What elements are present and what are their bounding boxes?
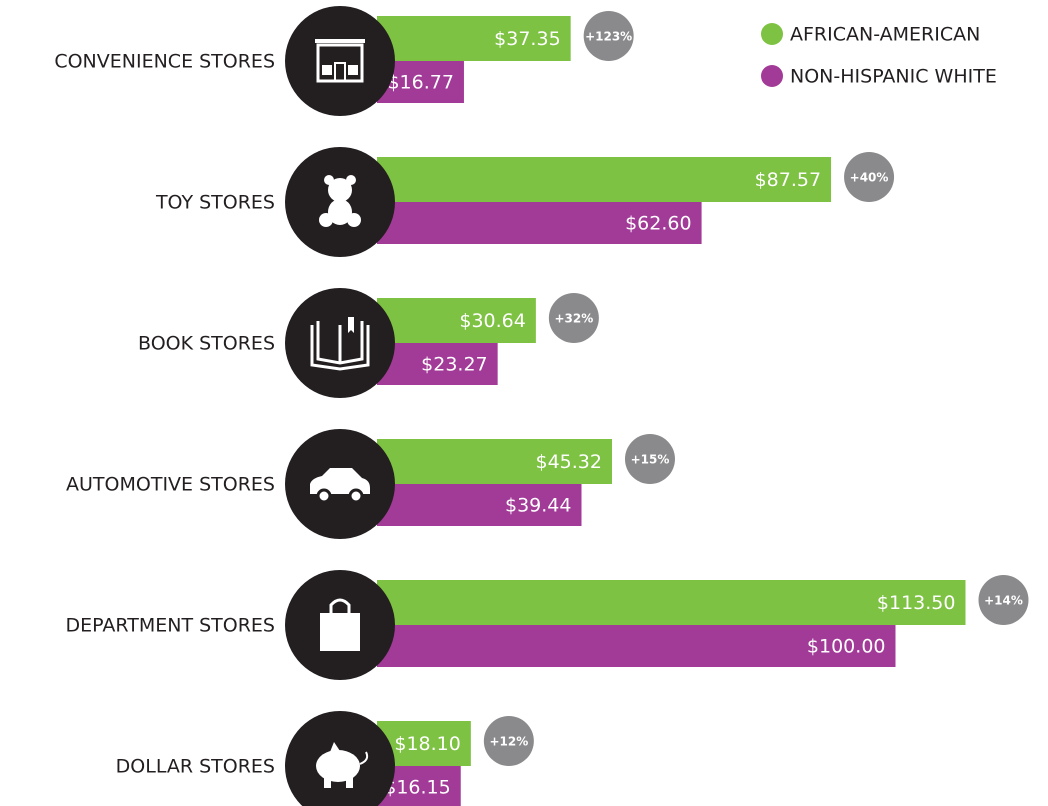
badge-label: +40%	[850, 171, 889, 185]
value-label: $39.44	[505, 495, 571, 517]
legend-swatch	[761, 65, 783, 87]
value-label: $113.50	[877, 592, 956, 614]
icon-part	[329, 598, 351, 615]
value-label: $87.57	[755, 169, 821, 191]
icon-part	[324, 175, 334, 185]
icon-part	[310, 468, 370, 494]
icon-part	[319, 213, 333, 227]
badge	[978, 575, 1029, 625]
icon-part	[315, 39, 365, 43]
icon	[315, 39, 365, 83]
value-label: $16.15	[384, 777, 450, 799]
value-label: $45.32	[535, 451, 601, 473]
badge	[624, 434, 675, 484]
icon-part	[346, 776, 353, 788]
bar	[377, 157, 832, 202]
icon-part	[359, 751, 369, 765]
bar	[377, 625, 896, 667]
bar	[377, 484, 582, 526]
icon-part	[330, 742, 340, 752]
value-label: $100.00	[807, 636, 886, 658]
value-label: $30.64	[459, 310, 525, 332]
badge	[583, 11, 634, 61]
icon	[316, 742, 369, 788]
badge-label: +14%	[984, 594, 1023, 608]
bar	[377, 202, 702, 244]
icon-part	[328, 199, 352, 225]
icon-part	[316, 488, 332, 504]
legend-label: NON-HISPANIC WHITE	[790, 66, 997, 88]
badge-label: +15%	[631, 453, 670, 467]
icon-circle	[285, 6, 395, 116]
icon-part	[322, 65, 332, 75]
icon-part	[316, 750, 360, 782]
bar	[377, 439, 612, 484]
legend-label: AFRICAN-AMERICAN	[790, 24, 980, 46]
icon	[319, 175, 361, 227]
badge	[548, 293, 599, 343]
icon-part	[348, 488, 364, 504]
badge-label: +32%	[554, 312, 593, 326]
category-label: DOLLAR STORES	[116, 756, 275, 778]
category-label: CONVENIENCE STORES	[54, 51, 275, 73]
value-label: $23.27	[421, 354, 487, 376]
icon-part	[320, 613, 360, 651]
icon-part	[328, 178, 352, 202]
icon-part	[310, 321, 370, 371]
bar	[377, 16, 571, 61]
icon-part	[334, 62, 346, 82]
icon	[310, 468, 370, 504]
icon	[320, 598, 360, 651]
icon-part	[348, 65, 358, 75]
category-label: AUTOMOTIVE STORES	[66, 474, 275, 496]
category-label: DEPARTMENT STORES	[66, 615, 275, 637]
bar	[377, 343, 498, 385]
badge-label: +12%	[489, 735, 528, 749]
badge	[483, 716, 534, 766]
category-label: TOY STORES	[155, 192, 275, 214]
icon-part	[324, 776, 331, 788]
bar	[377, 580, 966, 625]
value-label: $16.77	[387, 72, 453, 94]
value-label: $18.10	[394, 733, 460, 755]
value-label: $37.35	[494, 28, 560, 50]
badge-label: +123%	[585, 30, 632, 44]
icon-part	[346, 175, 356, 185]
icon-part	[347, 213, 361, 227]
value-label: $62.60	[625, 213, 691, 235]
bar	[377, 298, 536, 343]
badge	[844, 152, 895, 202]
icon-part	[348, 317, 354, 333]
category-label: BOOK STORES	[138, 333, 275, 355]
legend-swatch	[761, 23, 783, 45]
icon	[310, 317, 370, 371]
